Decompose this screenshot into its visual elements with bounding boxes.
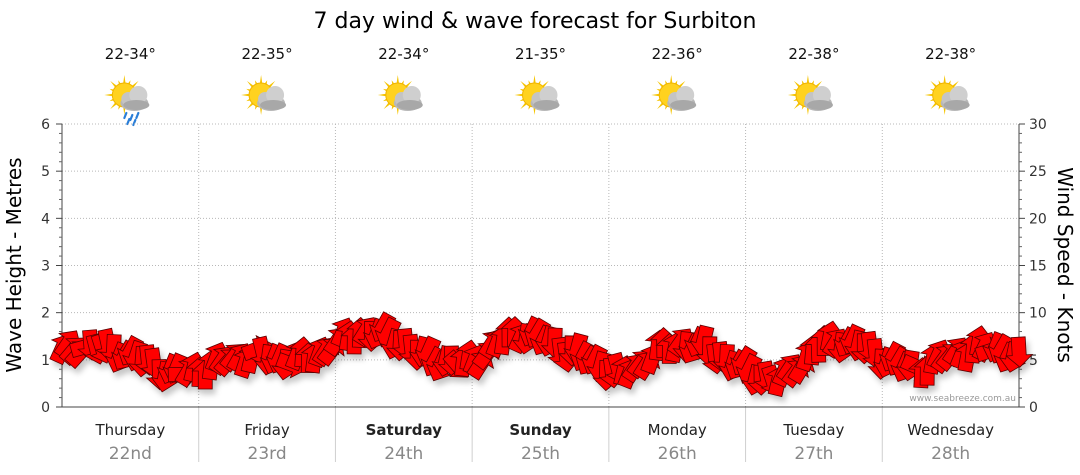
sun-cloud-icon bbox=[787, 75, 833, 115]
y-right-tick-label: 25 bbox=[1029, 164, 1047, 180]
temperature-label: 22-38° bbox=[788, 45, 839, 63]
day-name-label: Saturday bbox=[366, 421, 443, 439]
y-axis-right-title: Wind Speed - Knots bbox=[1053, 167, 1077, 363]
chart-title: 7 day wind & wave forecast for Surbiton bbox=[314, 9, 757, 34]
cloud-part bbox=[539, 86, 558, 104]
wind-arrow bbox=[1005, 336, 1034, 368]
cloud-part bbox=[949, 86, 968, 104]
cloud bbox=[393, 86, 423, 111]
y-right-tick-label: 5 bbox=[1029, 353, 1038, 369]
sun-ray bbox=[377, 93, 387, 97]
y-right-tick-label: 30 bbox=[1029, 117, 1047, 133]
temperature-label: 22-36° bbox=[652, 45, 703, 63]
cloud-part bbox=[129, 86, 148, 104]
day-date-label: 27th bbox=[794, 444, 833, 464]
cloud-part bbox=[676, 86, 695, 104]
cloud bbox=[257, 86, 287, 111]
y-left-tick-label: 1 bbox=[41, 353, 50, 369]
sun-ray bbox=[669, 75, 673, 85]
weather-icons bbox=[104, 75, 970, 127]
y-right-tick-label: 15 bbox=[1029, 259, 1047, 275]
cloud-part bbox=[812, 86, 831, 104]
sun-cloud-icon bbox=[514, 75, 560, 115]
y-axis-left-title: Wave Height - Metres bbox=[2, 157, 26, 372]
sun-ray bbox=[123, 75, 126, 85]
y-right-tick-label: 0 bbox=[1029, 400, 1038, 416]
sun-ray bbox=[241, 93, 251, 97]
temperature-label: 22-34° bbox=[105, 45, 156, 63]
rain-drop bbox=[126, 117, 131, 126]
grid-lines bbox=[62, 123, 1019, 462]
day-name-label: Thursday bbox=[94, 421, 165, 439]
day-labels: Thursday 22nd Friday 23rd Saturday 24th Sunday… bbox=[94, 421, 994, 464]
temperature-label: 22-34° bbox=[378, 45, 429, 63]
day-date-label: 26th bbox=[658, 444, 697, 464]
y-left-tick-label: 4 bbox=[41, 211, 50, 227]
cloud-part bbox=[266, 86, 285, 104]
day-name-label: Monday bbox=[648, 421, 707, 439]
sun-ray bbox=[787, 93, 798, 97]
sun-ray bbox=[104, 93, 114, 97]
cloud bbox=[120, 86, 150, 111]
sun-cloud-icon bbox=[241, 75, 287, 115]
y-left-tick-label: 5 bbox=[41, 164, 50, 180]
temperature-label: 21-35° bbox=[515, 45, 566, 63]
sun-ray bbox=[924, 93, 934, 97]
day-date-label: 22nd bbox=[109, 444, 152, 464]
day-date-label: 25th bbox=[521, 444, 560, 464]
y-right-tick-label: 20 bbox=[1029, 211, 1047, 227]
credit-label: www.seabreeze.com.au bbox=[909, 394, 1016, 404]
sun-ray bbox=[533, 75, 536, 85]
cloud bbox=[530, 86, 560, 111]
cloud bbox=[940, 86, 970, 111]
cloud-part bbox=[533, 100, 560, 110]
day-date-label: 28th bbox=[931, 444, 970, 464]
cloud-part bbox=[806, 100, 833, 110]
day-date-label: 23rd bbox=[248, 444, 287, 464]
cloud-part bbox=[260, 100, 287, 110]
rain-drop bbox=[123, 111, 128, 120]
day-name-label: Tuesday bbox=[782, 421, 844, 439]
cloud bbox=[803, 86, 833, 111]
rain-drop bbox=[129, 113, 134, 122]
temperature-label: 22-35° bbox=[242, 45, 293, 63]
wind-arrows bbox=[49, 311, 1034, 398]
day-date-label: 24th bbox=[384, 444, 423, 464]
day-name-label: Wednesday bbox=[907, 421, 994, 439]
cloud bbox=[667, 86, 697, 111]
y-right-tick-label: 10 bbox=[1029, 306, 1047, 322]
rain-drop bbox=[135, 111, 140, 120]
y-left-tick-label: 6 bbox=[41, 117, 50, 133]
cloud-part bbox=[396, 100, 423, 110]
sun-ray bbox=[943, 75, 946, 85]
day-name-label: Sunday bbox=[509, 421, 572, 439]
y-left-tick-label: 2 bbox=[41, 306, 50, 322]
sun-cloud-icon bbox=[924, 75, 970, 115]
day-name-label: Friday bbox=[244, 421, 290, 439]
sun-ray bbox=[806, 75, 810, 85]
wind-arrow-shape bbox=[1005, 336, 1034, 368]
temperature-labels: 22-34° 22-35° 22-34° 21-35° 22-36° 22-38° 22-3… bbox=[105, 45, 976, 63]
y-left-tick-label: 0 bbox=[41, 400, 50, 416]
sun-ray bbox=[259, 75, 263, 85]
sun-ray bbox=[514, 93, 524, 97]
sun-cloud-icon bbox=[377, 75, 423, 115]
rain-drop bbox=[132, 118, 137, 127]
y-left-tick-label: 3 bbox=[41, 259, 50, 275]
sun-cloud-icon bbox=[651, 75, 697, 115]
sun-cloud-rain-icon bbox=[104, 75, 150, 127]
temperature-label: 22-38° bbox=[925, 45, 976, 63]
sun-ray bbox=[651, 93, 661, 97]
sun-ray bbox=[396, 75, 400, 85]
cloud-part bbox=[123, 100, 150, 110]
cloud-part bbox=[670, 100, 697, 110]
cloud-part bbox=[402, 86, 421, 104]
cloud-part bbox=[943, 100, 970, 110]
